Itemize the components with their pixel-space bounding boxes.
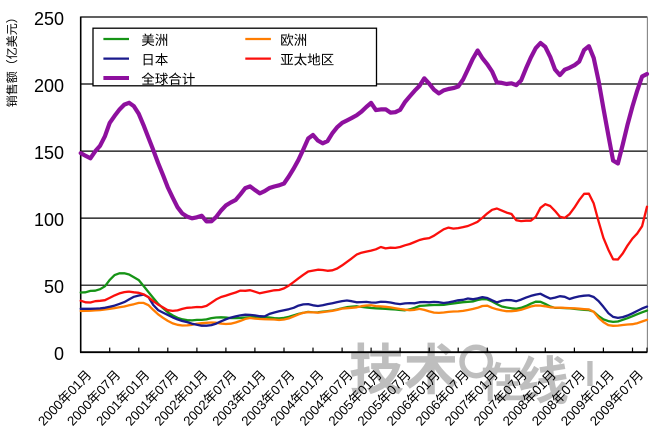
svg-text:0: 0 bbox=[54, 344, 64, 364]
svg-text:50: 50 bbox=[44, 277, 64, 297]
svg-text:250: 250 bbox=[34, 9, 64, 29]
svg-text:100: 100 bbox=[34, 210, 64, 230]
svg-text:150: 150 bbox=[34, 143, 64, 163]
svg-text:200: 200 bbox=[34, 76, 64, 96]
